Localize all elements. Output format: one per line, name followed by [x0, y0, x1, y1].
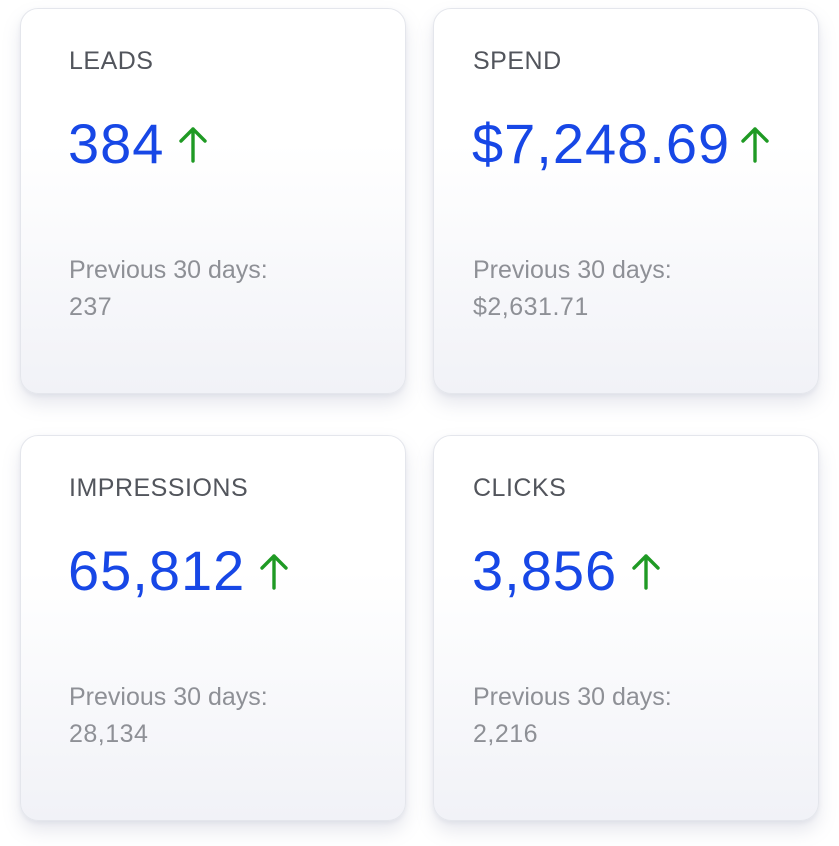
- metric-label: SPEND: [473, 47, 562, 75]
- metric-value-row: 384: [68, 109, 210, 179]
- previous-period-label: Previous 30 days:: [473, 683, 672, 711]
- arrow-up-icon: [632, 554, 660, 590]
- metric-value-row: 3,856: [472, 536, 663, 606]
- metric-card-spend: SPEND $7,248.69 Previous 30 days: $2,631…: [433, 8, 819, 394]
- previous-period-label: Previous 30 days:: [69, 683, 268, 711]
- arrow-up-icon: [179, 127, 208, 163]
- previous-period-value: 237: [69, 293, 113, 321]
- metric-value-row: $7,248.69: [472, 109, 772, 179]
- metric-label: CLICKS: [473, 474, 567, 502]
- metric-label: LEADS: [69, 47, 154, 75]
- previous-period-label: Previous 30 days:: [69, 256, 268, 284]
- metric-value: 384: [68, 112, 165, 175]
- previous-period-value: 2,216: [473, 720, 539, 748]
- metric-value-row: 65,812: [68, 536, 291, 606]
- metric-value: 3,856: [472, 539, 618, 602]
- metric-value: $7,248.69: [472, 112, 731, 175]
- metric-label: IMPRESSIONS: [69, 474, 249, 502]
- metric-value: 65,812: [68, 539, 246, 602]
- metric-card-clicks: CLICKS 3,856 Previous 30 days: 2,216: [433, 435, 819, 821]
- previous-period-value: $2,631.71: [473, 293, 589, 321]
- previous-period-value: 28,134: [69, 720, 149, 748]
- metric-card-impressions: IMPRESSIONS 65,812 Previous 30 days: 28,…: [20, 435, 406, 821]
- arrow-up-icon: [741, 127, 769, 163]
- metric-card-leads: LEADS 384 Previous 30 days: 237: [20, 8, 406, 394]
- arrow-up-icon: [260, 554, 288, 590]
- previous-period-label: Previous 30 days:: [473, 256, 672, 284]
